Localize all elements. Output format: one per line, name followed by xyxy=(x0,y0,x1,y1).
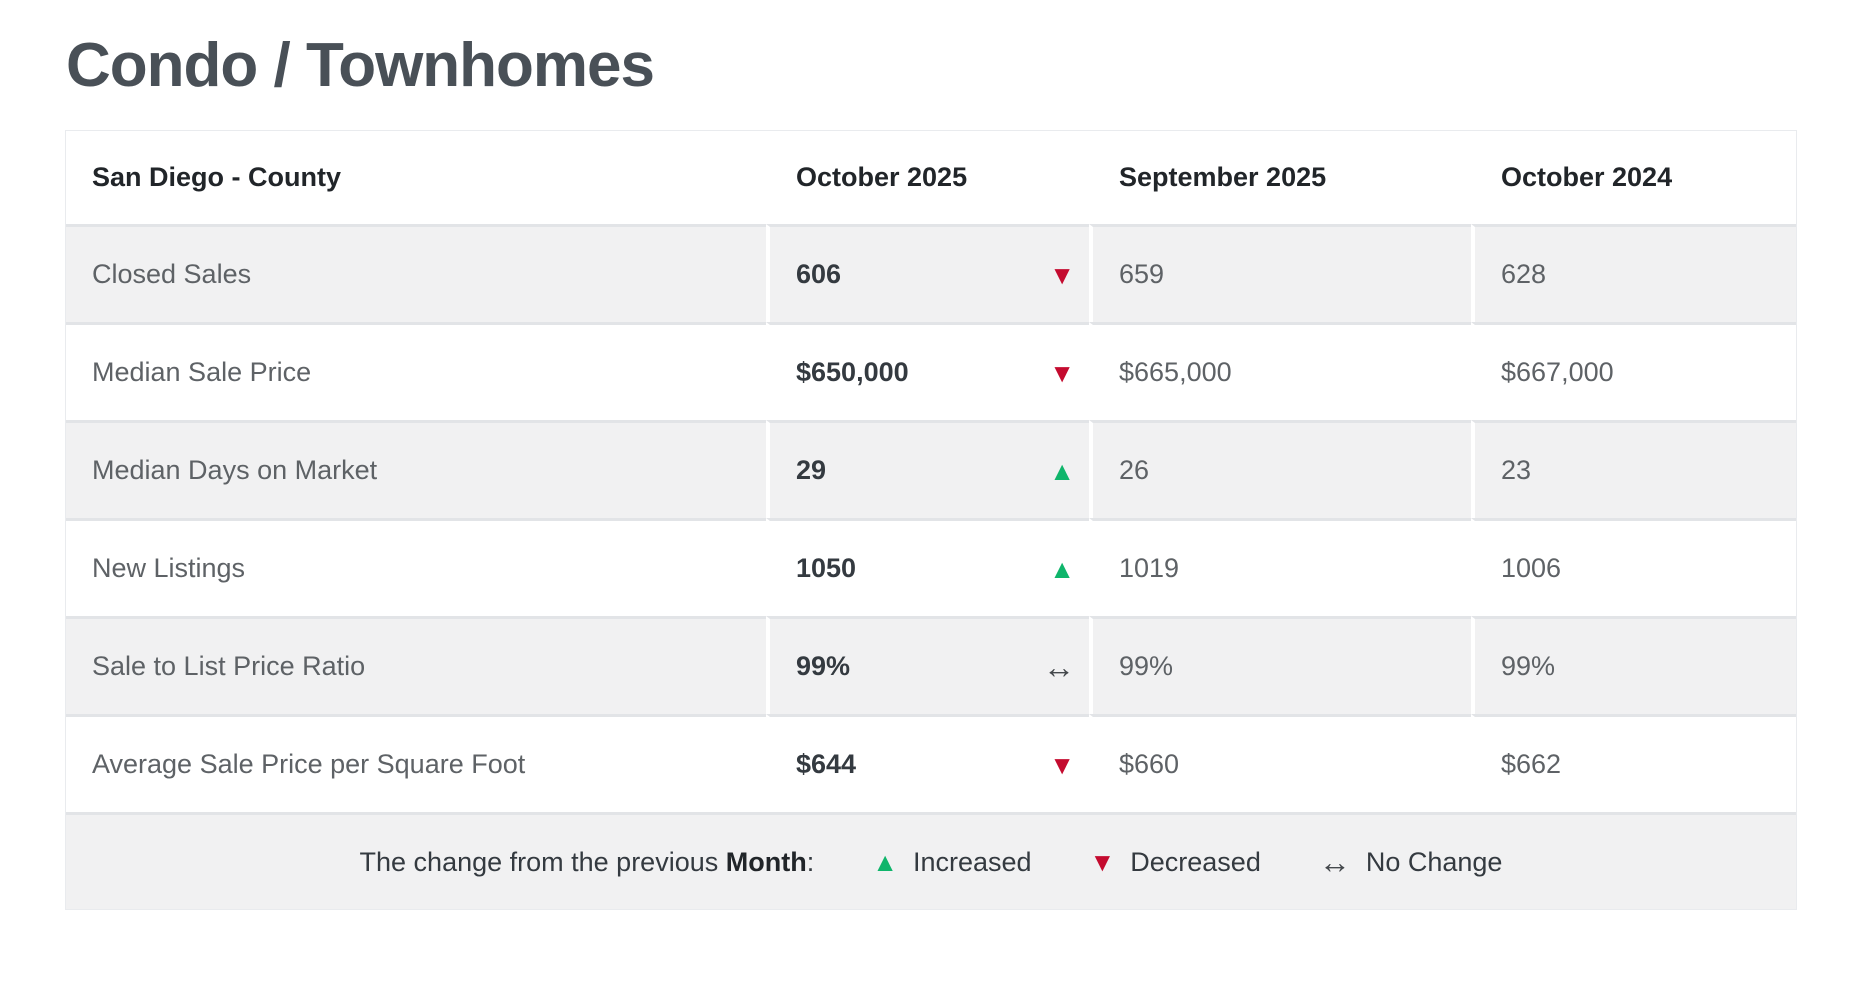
prev-month-value: 659 xyxy=(1089,224,1471,322)
legend-caption: The change from the previous Month: xyxy=(360,847,815,878)
current-value: $644 xyxy=(796,749,857,779)
current-value: 606 xyxy=(796,259,842,289)
table-row: Average Sale Price per Square Foot $644 ▼… xyxy=(66,714,1796,812)
trend-icon: ↔ xyxy=(1043,648,1075,685)
page-title: Condo / Townhomes xyxy=(66,31,655,100)
current-value-cell: $644 ▼ xyxy=(766,714,1089,812)
table-row: Median Days on Market 29 ▲ 26 23 xyxy=(66,420,1796,518)
prev-month-value: 26 xyxy=(1089,420,1471,518)
column-header-prev-year: October 2024 xyxy=(1471,131,1796,224)
legend-period-word: Month xyxy=(725,846,807,877)
current-value: $650,000 xyxy=(796,357,909,387)
legend-increased-label: Increased xyxy=(912,846,1032,877)
current-value: 1050 xyxy=(796,553,857,583)
current-value: 29 xyxy=(796,455,827,485)
prev-month-value: 99% xyxy=(1089,616,1471,714)
increase-triangle-icon: ▲ xyxy=(872,847,898,877)
no-change-arrow-icon: ↔ xyxy=(1318,844,1351,880)
legend-increased: ▲ Increased xyxy=(872,847,1031,878)
legend-cell: The change from the previous Month: ▲ Inc… xyxy=(66,812,1796,909)
metric-label: New Listings xyxy=(66,518,766,616)
prev-month-value: 1019 xyxy=(1089,518,1471,616)
column-header-prev-month: September 2025 xyxy=(1089,131,1471,224)
trend-icon: ▼ xyxy=(1049,259,1075,290)
current-value: 99% xyxy=(796,651,851,681)
trend-icon: ▼ xyxy=(1049,749,1075,780)
current-value-cell: 29 ▲ xyxy=(766,420,1089,518)
table-row: New Listings 1050 ▲ 1019 1006 xyxy=(66,518,1796,616)
legend-decreased-label: Decreased xyxy=(1130,846,1261,877)
current-value-cell: $650,000 ▼ xyxy=(766,322,1089,420)
legend-row: The change from the previous Month: ▲ Inc… xyxy=(66,812,1796,909)
prev-year-value: $667,000 xyxy=(1471,322,1796,420)
column-header-current-month: October 2025 xyxy=(766,131,1089,224)
trend-icon: ▼ xyxy=(1049,357,1075,388)
legend-colon: : xyxy=(806,846,815,877)
stats-table: San Diego - County October 2025 Septembe… xyxy=(65,130,1797,910)
metric-label: Closed Sales xyxy=(66,224,766,322)
metric-label: Median Sale Price xyxy=(66,322,766,420)
prev-year-value: 99% xyxy=(1471,616,1796,714)
trend-icon: ▲ xyxy=(1049,455,1075,486)
table-row: Median Sale Price $650,000 ▼ $665,000 $66… xyxy=(66,322,1796,420)
metric-label: Median Days on Market xyxy=(66,420,766,518)
prev-month-value: $660 xyxy=(1089,714,1471,812)
prev-year-value: $662 xyxy=(1471,714,1796,812)
decrease-triangle-icon: ▼ xyxy=(1089,847,1116,877)
metric-label: Average Sale Price per Square Foot xyxy=(66,714,766,812)
prev-year-value: 628 xyxy=(1471,224,1796,322)
legend-no-change: ↔ No Change xyxy=(1319,846,1503,878)
prev-month-value: $665,000 xyxy=(1089,322,1471,420)
legend-caption-prefix: The change from the previous xyxy=(359,846,726,877)
prev-year-value: 23 xyxy=(1471,420,1796,518)
metric-label: Sale to List Price Ratio xyxy=(66,616,766,714)
legend-decreased: ▼ Decreased xyxy=(1090,847,1261,878)
table-header-row: San Diego - County October 2025 Septembe… xyxy=(66,131,1796,224)
trend-icon: ▲ xyxy=(1049,553,1075,584)
current-value-cell: 99% ↔ xyxy=(766,616,1089,714)
current-value-cell: 606 ▼ xyxy=(766,224,1089,322)
region-header: San Diego - County xyxy=(66,131,766,224)
prev-year-value: 1006 xyxy=(1471,518,1796,616)
table-row: Closed Sales 606 ▼ 659 628 xyxy=(66,224,1796,322)
table-row: Sale to List Price Ratio 99% ↔ 99% 99% xyxy=(66,616,1796,714)
legend-no-change-label: No Change xyxy=(1365,846,1503,877)
current-value-cell: 1050 ▲ xyxy=(766,518,1089,616)
